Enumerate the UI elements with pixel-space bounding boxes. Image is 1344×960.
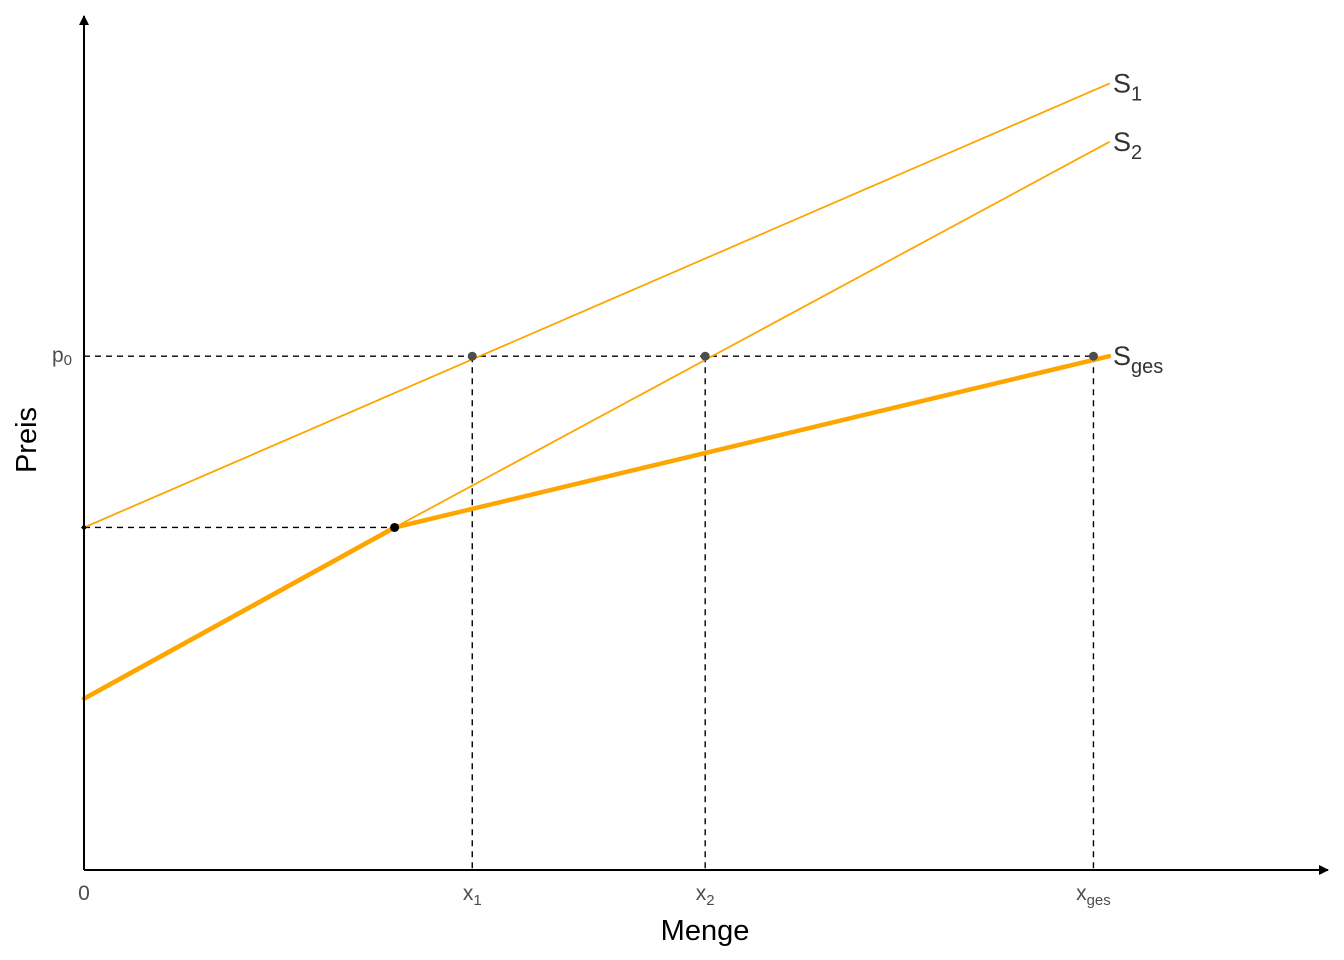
y-axis-title: Preis xyxy=(11,407,43,473)
x-tick-label: xges xyxy=(1076,882,1111,909)
y-tick-label: p0 xyxy=(52,344,72,369)
series-label: S1 xyxy=(1113,69,1142,106)
x-tick-label: x2 xyxy=(696,882,715,909)
x-tick-label: x1 xyxy=(463,882,482,909)
axis-intercept-marker xyxy=(81,524,87,531)
intersection-point xyxy=(1088,351,1098,361)
series-line-2 xyxy=(393,141,1110,529)
intersection-point xyxy=(700,351,710,361)
intersection-point xyxy=(467,351,477,361)
series-line-1 xyxy=(83,82,1110,529)
series-label: Sges xyxy=(1113,341,1163,378)
series-line-seg-3 xyxy=(81,525,397,701)
x-tick-label: 0 xyxy=(78,882,90,905)
series-line-ges xyxy=(81,353,1112,701)
series-label: S2 xyxy=(1113,127,1142,164)
x-axis-title: Menge xyxy=(661,915,750,947)
intersection-point xyxy=(390,522,400,532)
